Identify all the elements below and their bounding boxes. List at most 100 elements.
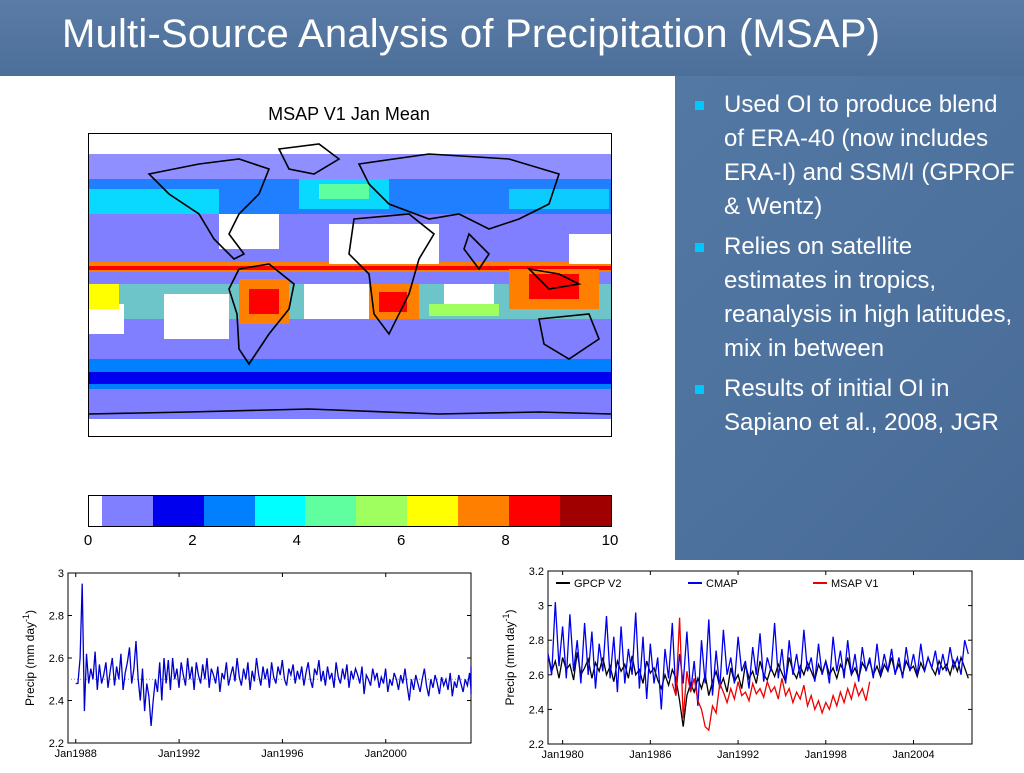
- legend-label: MSAP V1: [831, 578, 879, 590]
- australia-outline: [538, 313, 600, 360]
- y-axis-label-sup: -1: [502, 613, 511, 621]
- antarctica-outline: [89, 408, 611, 415]
- y-tick-label: 2.6: [49, 653, 64, 665]
- chart-msap: 2.2 2.4 2.6 2.8 3 Jan1988 Jan1992 Jan1996 Jan200…: [21, 568, 472, 760]
- se-pacific-dry: [164, 294, 229, 339]
- colorbar-swatch: [89, 496, 102, 526]
- colorbar-swatch: [305, 496, 357, 526]
- y-tick-label: 2.6: [529, 670, 544, 682]
- south-america-outline: [228, 263, 295, 366]
- colorbar-swatch: [509, 496, 561, 526]
- coastlines: [89, 143, 611, 415]
- map-svg: [89, 134, 611, 436]
- y-axis-label: Precip (mm day-1): [502, 609, 517, 705]
- comparison-timeseries-chart: 2.2 2.4 2.6 2.8 3 3.2 Jan1980 Jan1986 Jan1992 Jan…: [501, 560, 982, 773]
- maritime-core: [529, 274, 579, 299]
- dry: [569, 234, 611, 264]
- colorbar-swatch: [101, 496, 153, 526]
- y-axis-label-close: ): [23, 610, 37, 614]
- colorbar: [88, 495, 612, 527]
- x-tick-label: Jan1988: [55, 748, 97, 760]
- square-bullet-icon: [695, 243, 704, 252]
- spcz: [89, 284, 119, 309]
- colorbar-swatch: [254, 496, 306, 526]
- colorbar-tick-label: 2: [188, 532, 197, 549]
- bullet-list: Used OI to produce blend of ERA-40 (now …: [690, 88, 1015, 446]
- sahara-dry: [329, 224, 439, 264]
- colorbar-ticks: 0 2 4 6 8 10: [84, 532, 619, 552]
- y-axis-label: Precip (mm day-1): [21, 610, 37, 706]
- colorbar-swatch: [356, 496, 408, 526]
- colorbar-swatch: [152, 496, 204, 526]
- legend-label: GPCP V2: [574, 578, 622, 590]
- colorbar-tick-label: 4: [292, 532, 301, 549]
- chart-comparison: 2.2 2.4 2.6 2.8 3 3.2 Jan1980 Jan1986 Jan1992 Jan…: [501, 566, 973, 761]
- square-bullet-icon: [695, 101, 704, 110]
- y-tick-label: 3: [538, 601, 544, 613]
- indian-band: [429, 304, 499, 316]
- na-dry: [219, 214, 279, 249]
- colorbar-tick-label: 0: [83, 532, 93, 549]
- africa-core: [379, 292, 407, 312]
- colorbar-tick-label: 10: [601, 532, 619, 549]
- slide-title: Multi-Source Analysis of Precipitation (…: [62, 12, 881, 56]
- storm-core: [319, 184, 369, 199]
- x-tick-label: Jan2004: [892, 749, 934, 761]
- y-axis-label-sup: -1: [21, 614, 31, 622]
- colorbar-tick-label: 6: [397, 532, 406, 549]
- y-axis-label-text: Precip (mm day: [23, 622, 37, 706]
- indonesia-outline: [526, 267, 582, 290]
- bullet-panel: [675, 76, 1024, 560]
- bullet-text: Used OI to produce blend of ERA-40 (now …: [724, 91, 1015, 220]
- bullet-text: Relies on satellite estimates in tropics…: [724, 233, 1013, 362]
- series-line: [75, 583, 472, 727]
- y-tick-label: 2.8: [49, 611, 64, 623]
- y-tick-label: 2.2: [49, 738, 64, 750]
- north-america-outline: [147, 158, 271, 260]
- y-tick-label: 2.8: [529, 635, 544, 647]
- y-axis-label-close: ): [503, 609, 517, 613]
- square-bullet-icon: [695, 385, 704, 394]
- colorbar-tick-label: 8: [501, 532, 510, 549]
- colorbar-swatch: [560, 496, 611, 526]
- plot-area: [547, 570, 973, 745]
- x-tick-label: Jan1992: [158, 748, 200, 760]
- bullet-item: Results of initial OI in Sapiano et al.,…: [690, 372, 1015, 440]
- x-tick-label: Jan1998: [805, 749, 847, 761]
- eurasia-outline: [357, 153, 561, 230]
- itcz-core: [89, 266, 611, 270]
- y-tick-label: 3: [58, 568, 64, 580]
- antarctic-band: [89, 419, 611, 436]
- colorbar-swatch: [407, 496, 459, 526]
- greenland-outline: [277, 143, 341, 175]
- title-band: [0, 0, 1024, 76]
- series-line: [671, 617, 871, 732]
- y-tick-label: 2.2: [529, 739, 544, 751]
- series-line: [547, 602, 969, 710]
- precipitation-map: [88, 133, 612, 437]
- band: [89, 372, 611, 384]
- bullet-item: Relies on satellite estimates in tropics…: [690, 230, 1015, 366]
- x-tick-label: Jan1996: [261, 748, 303, 760]
- map-title: MSAP V1 Jan Mean: [268, 104, 430, 124]
- bullet-item: Used OI to produce blend of ERA-40 (now …: [690, 88, 1015, 224]
- x-tick-label: Jan1980: [542, 749, 584, 761]
- x-tick-label: Jan1992: [717, 749, 759, 761]
- africa-outline: [348, 213, 436, 336]
- x-tick-label: Jan2000: [365, 748, 407, 760]
- series-line: [547, 652, 969, 727]
- colorbar-swatch: [458, 496, 510, 526]
- arctic-band: [89, 134, 611, 154]
- y-tick-label: 2.4: [49, 696, 64, 708]
- msap-timeseries-chart: 2.2 2.4 2.6 2.8 3 Jan1988 Jan1992 Jan1996 Jan200…: [18, 560, 480, 773]
- amazon-core: [249, 289, 279, 314]
- y-axis-label-text: Precip (mm day: [503, 621, 517, 705]
- y-tick-label: 3.2: [529, 566, 544, 578]
- band: [89, 154, 611, 179]
- x-tick-label: Jan1986: [629, 749, 671, 761]
- storm-track: [509, 189, 609, 209]
- y-tick-label: 2.4: [529, 704, 544, 716]
- pacific-storm-track: [89, 189, 219, 214]
- legend-label: CMAP: [706, 578, 738, 590]
- bullet-text: Results of initial OI in Sapiano et al.,…: [724, 375, 999, 436]
